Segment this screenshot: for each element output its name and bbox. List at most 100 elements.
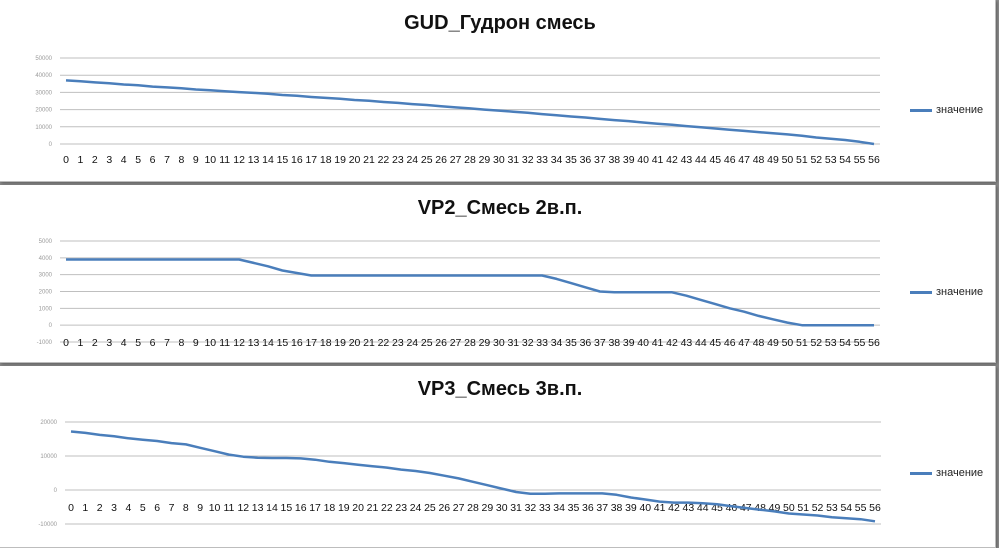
- x-tick-label: 43: [681, 337, 693, 349]
- x-tick-label: 6: [150, 337, 156, 349]
- x-tick-label: 49: [767, 337, 779, 349]
- x-tick-label: 14: [266, 502, 278, 514]
- x-tick-label: 29: [479, 154, 491, 166]
- x-tick-label: 8: [183, 502, 189, 514]
- x-tick-label: 18: [320, 154, 332, 166]
- x-tick-label: 0: [63, 154, 69, 166]
- x-tick-label: 23: [395, 502, 407, 514]
- x-tick-label: 37: [594, 337, 606, 349]
- y-tick-label: 10000: [40, 454, 57, 460]
- x-tick-label: 19: [334, 154, 346, 166]
- x-tick-label: 30: [493, 154, 505, 166]
- x-tick-label: 11: [219, 154, 230, 166]
- y-tick-label: 40000: [35, 73, 52, 79]
- x-tick-label: 35: [565, 154, 577, 166]
- x-tick-label: 33: [539, 502, 551, 514]
- x-tick-label: 2: [92, 154, 98, 166]
- legend-label: значение: [936, 104, 984, 116]
- x-tick-label: 52: [810, 337, 822, 349]
- x-tick-label: 53: [825, 337, 837, 349]
- x-tick-label: 31: [507, 154, 519, 166]
- y-tick-label: 0: [49, 323, 53, 329]
- x-tick-label: 34: [553, 502, 565, 514]
- y-tick-label: -1000: [37, 340, 53, 346]
- chart-panel-vp3: VP3_Смесь 3в.п. -10000 0 10000 20000 0 1 2 3 4 5 6…: [0, 366, 996, 548]
- x-tick-label: 33: [536, 154, 548, 166]
- x-tick-label: 4: [121, 337, 127, 349]
- x-tick-label: 50: [782, 154, 794, 166]
- x-tick-label: 54: [839, 337, 851, 349]
- x-tick-label: 2: [97, 502, 103, 514]
- x-tick-label: 7: [164, 154, 170, 166]
- x-tick-label: 13: [248, 337, 260, 349]
- x-tick-label: 40: [639, 502, 651, 514]
- x-tick-label: 11: [223, 502, 234, 514]
- x-tick-label: 44: [695, 337, 707, 349]
- legend-label: значение: [936, 467, 984, 479]
- x-tick-label: 34: [551, 154, 563, 166]
- legend-swatch: [910, 290, 932, 294]
- x-tick-label: 47: [738, 337, 750, 349]
- x-tick-label: 0: [68, 502, 74, 514]
- x-tick-label: 38: [611, 502, 623, 514]
- x-tick-label: 13: [252, 502, 264, 514]
- x-tick-label: 5: [140, 502, 146, 514]
- x-tick-label: 1: [78, 154, 84, 166]
- x-tick-label: 48: [753, 337, 765, 349]
- x-tick-label: 18: [320, 337, 332, 349]
- y-tick-label: 5000: [39, 239, 53, 245]
- chart-title: VP2_Смесь 2в.п.: [417, 197, 583, 219]
- x-tick-label: 15: [281, 502, 293, 514]
- y-tick-label: 20000: [40, 420, 57, 426]
- x-tick-label: 46: [724, 337, 736, 349]
- x-tick-label: 49: [767, 154, 779, 166]
- x-tick-label: 54: [839, 154, 851, 166]
- x-tick-label: 44: [697, 502, 709, 514]
- x-tick-label: 39: [623, 337, 635, 349]
- y-tick-label: 50000: [35, 56, 52, 62]
- x-tick-label: 0: [63, 337, 69, 349]
- x-tick-label: 22: [378, 337, 390, 349]
- x-tick-label: 51: [797, 502, 809, 514]
- x-tick-label: 51: [796, 337, 808, 349]
- x-tick-label: 15: [277, 154, 289, 166]
- y-tick-label: 1000: [39, 306, 53, 312]
- x-tick-label: 42: [668, 502, 680, 514]
- x-tick-label: 27: [450, 337, 462, 349]
- x-tick-label: 30: [496, 502, 508, 514]
- x-tick-label: 25: [424, 502, 436, 514]
- y-tick-label: 3000: [39, 273, 53, 279]
- x-tick-label: 18: [324, 502, 336, 514]
- x-tick-label: 7: [169, 502, 175, 514]
- x-tick-label: 42: [666, 154, 678, 166]
- x-tick-label: 42: [666, 337, 678, 349]
- x-tick-label: 50: [783, 502, 795, 514]
- x-tick-label: 32: [525, 502, 537, 514]
- x-tick-label: 20: [352, 502, 364, 514]
- x-tick-label: 23: [392, 154, 404, 166]
- x-tick-label: 35: [565, 337, 577, 349]
- x-tick-label: 8: [179, 337, 185, 349]
- x-tick-label: 4: [121, 154, 127, 166]
- x-tick-label: 16: [291, 154, 303, 166]
- x-tick-label: 20: [349, 154, 361, 166]
- x-tick-label: 24: [410, 502, 422, 514]
- x-tick-label: 6: [150, 154, 156, 166]
- chart-title: VP3_Смесь 3в.п.: [417, 378, 583, 400]
- legend: значение: [910, 104, 983, 116]
- x-tick-label: 48: [753, 154, 765, 166]
- x-tick-label: 21: [363, 154, 375, 166]
- x-tick-label: 1: [78, 337, 84, 349]
- x-tick-label: 27: [453, 502, 465, 514]
- x-tick-label: 41: [652, 337, 664, 349]
- x-tick-label: 3: [106, 337, 112, 349]
- x-tick-label: 10: [209, 502, 221, 514]
- x-tick-label: 28: [464, 154, 476, 166]
- x-tick-label: 32: [522, 337, 534, 349]
- y-tick-label: 0: [54, 488, 58, 494]
- y-tick-label: -10000: [38, 522, 57, 528]
- x-tick-label: 29: [479, 337, 491, 349]
- legend-swatch: [910, 471, 932, 475]
- x-tick-label: 16: [295, 502, 307, 514]
